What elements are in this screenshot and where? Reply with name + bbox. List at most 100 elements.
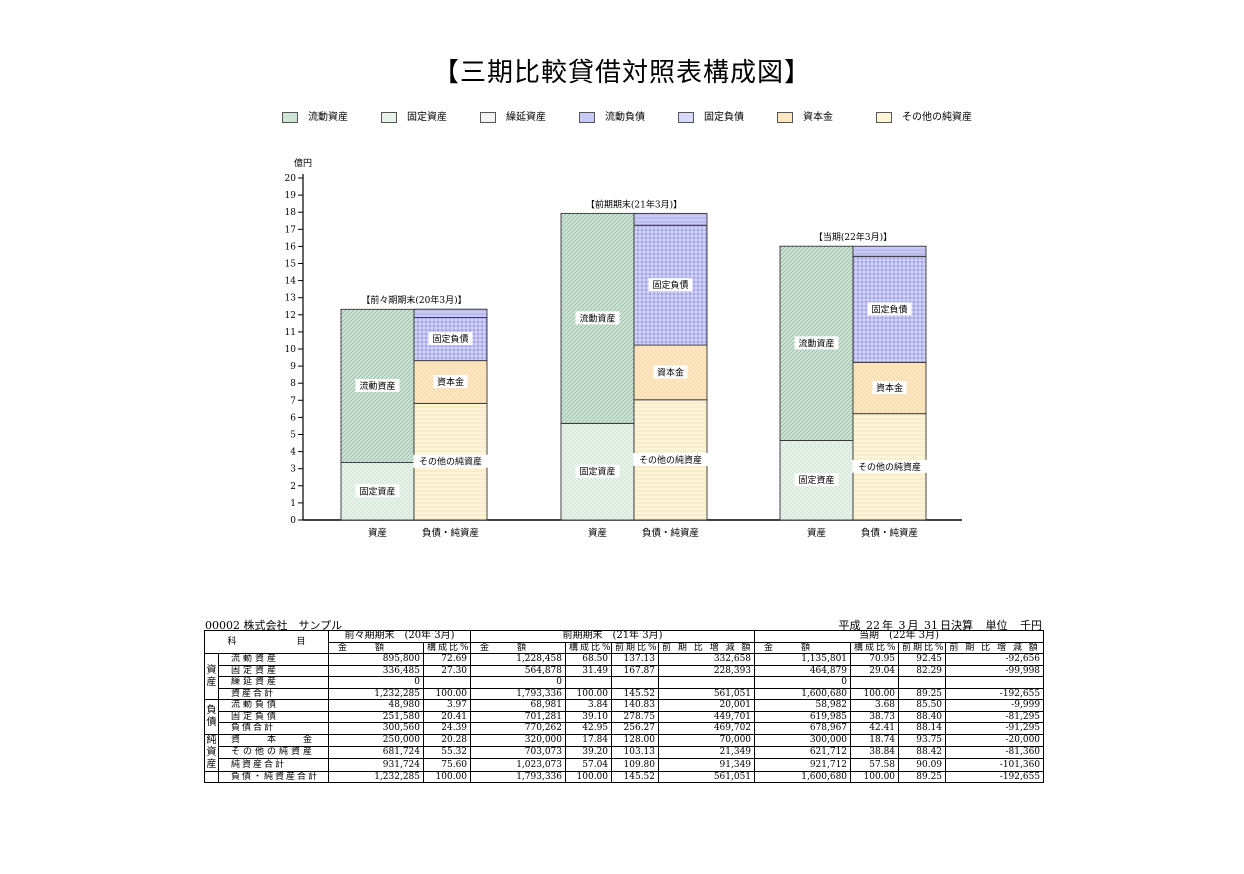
diff-cell: -192,655 <box>945 687 1045 700</box>
y-tick-label: 17 <box>285 225 297 235</box>
amount-header-right: 額 <box>375 642 385 653</box>
diff-cell: 91,349 <box>658 758 756 772</box>
amount-cell: 1,023,073 <box>470 758 567 772</box>
amount-cell: 300,560 <box>328 722 424 735</box>
ratio-cell: 20.41 <box>422 710 472 723</box>
amount-cell: 703,073 <box>470 745 567 760</box>
segment-label-bg <box>852 459 927 473</box>
legend-label: 固定負債 <box>704 112 744 123</box>
y-tick-label: 9 <box>290 362 296 372</box>
prev-ratio-cell: 278.75 <box>611 710 660 723</box>
group-label-empty <box>204 770 219 783</box>
amount-cell: 1,232,285 <box>328 687 424 700</box>
segment-label: 流動資産 <box>798 337 834 349</box>
amount-header-left: 金 <box>338 642 348 653</box>
amount-cell: 48,980 <box>328 699 424 712</box>
prev-ratio-header: 前期比% <box>898 641 947 654</box>
segment-label-bg <box>575 311 620 325</box>
y-tick-label: 18 <box>285 208 297 218</box>
diff-cell: 332,658 <box>658 653 756 666</box>
amount-cell: 250,000 <box>328 733 424 747</box>
chart-legend: 流動資産 固定資産 繰延資産 流動負債 固定負債 資本金 その他の純資産 <box>282 108 1002 124</box>
row-label: 固定資産 <box>218 664 329 677</box>
legend-swatch-oth <box>876 112 892 123</box>
ratio-cell: 75.60 <box>422 758 472 772</box>
segment-label: 資本金 <box>437 376 464 388</box>
segment-label: 固定負債 <box>652 279 688 291</box>
prev-ratio-cell: 92.45 <box>898 653 947 666</box>
legend-label: その他の純資産 <box>902 112 972 123</box>
row-label: 負債合計 <box>218 722 329 735</box>
prev-ratio-cell: 140.83 <box>611 699 660 712</box>
segment-label-bg <box>648 278 693 292</box>
segment-label: 固定資産 <box>359 485 395 497</box>
segment-label-bg <box>872 380 907 394</box>
legend-label: 流動負債 <box>605 112 645 123</box>
row-label: 繰延資産 <box>218 676 329 689</box>
ratio-header: 構成比% <box>565 641 613 654</box>
amount-cell: 464,879 <box>754 664 852 677</box>
group-label-char: 産 <box>206 758 217 770</box>
legend-swatch-da <box>480 112 496 123</box>
ratio-cell: 31.49 <box>565 664 613 677</box>
prev-ratio-cell: 88.40 <box>898 710 947 723</box>
amount-cell: 0 <box>470 676 567 689</box>
prev-ratio-cell: 103.13 <box>611 745 660 760</box>
y-tick-label: 5 <box>290 431 296 441</box>
prev-ratio-cell: 88.42 <box>898 745 947 760</box>
y-tick-label: 7 <box>290 396 296 406</box>
y-tick-label: 11 <box>285 328 296 338</box>
amount-header: 金額 <box>754 641 852 654</box>
y-tick-label: 13 <box>285 294 297 304</box>
row-label: 流動負債 <box>218 699 329 712</box>
diff-cell: 561,051 <box>658 687 756 700</box>
segment-label: 固定負債 <box>871 303 907 315</box>
diff-header: 前 期 比 増 減 額 <box>945 641 1045 654</box>
y-tick-label: 2 <box>290 482 296 492</box>
settle-month-label: 月 <box>907 619 919 632</box>
ratio-cell <box>850 676 900 689</box>
segment-label-bg <box>633 452 708 466</box>
table-row: その他の純資産 681,724 55.32 703,073 39.20 103.13 21,… <box>205 745 1045 760</box>
amount-cell: 68,981 <box>470 699 567 712</box>
row-label: その他の純資産 <box>218 745 329 760</box>
amount-cell: 931,724 <box>328 758 424 772</box>
y-tick-label: 8 <box>290 379 296 389</box>
amount-cell: 770,262 <box>470 722 567 735</box>
amount-cell: 619,985 <box>754 710 852 723</box>
x-tick-label: 負債・純資産 <box>861 527 918 539</box>
amount-header: 金額 <box>470 641 567 654</box>
group-label-char: 資 <box>206 664 217 676</box>
bar-segment-cl <box>852 245 927 257</box>
diff-cell: -192,655 <box>945 770 1045 783</box>
amount-cell: 921,712 <box>754 758 852 772</box>
ratio-cell: 3.84 <box>565 699 613 712</box>
legend-swatch-fa <box>381 112 397 123</box>
table-row: 資産流動資産 895,800 72.69 1,228,458 68.50 137.13 33… <box>204 653 1045 700</box>
prev-ratio-cell: 82.29 <box>898 664 947 677</box>
diff-cell: -99,998 <box>945 664 1045 677</box>
ratio-cell: 72.69 <box>422 653 472 666</box>
group-title: 【前々期期末(20年3月)】 <box>361 294 466 306</box>
prev-ratio-cell: 145.52 <box>611 687 660 700</box>
segment-label: 資本金 <box>657 366 684 378</box>
table-row: 固定負債 251,580 20.41 701,281 39.10 278.75 449,70… <box>205 710 1045 723</box>
segment-label-bg <box>355 484 400 498</box>
prev-ratio-cell: 256.27 <box>611 722 660 735</box>
group-title: 【前期期末(21年3月)】 <box>586 198 682 210</box>
prev-ratio-cell: 85.50 <box>898 699 947 712</box>
diff-cell: -9,999 <box>945 699 1045 712</box>
amount-cell: 300,000 <box>754 733 852 747</box>
ratio-cell: 3.97 <box>422 699 472 712</box>
segment-label: 流動資産 <box>579 312 615 324</box>
prev-ratio-cell: 88.14 <box>898 722 947 735</box>
group-label-char: 産 <box>206 676 217 688</box>
segment-label-bg <box>794 473 839 487</box>
ratio-cell: 100.00 <box>422 770 472 783</box>
legend-item-ca: 流動資産 <box>282 108 348 123</box>
segment-label: その他の純資産 <box>419 456 482 468</box>
bar-segment-cl <box>413 308 488 318</box>
x-tick-label: 資産 <box>807 527 826 539</box>
ratio-cell: 3.68 <box>850 699 900 712</box>
x-tick-label: 資産 <box>588 527 607 539</box>
